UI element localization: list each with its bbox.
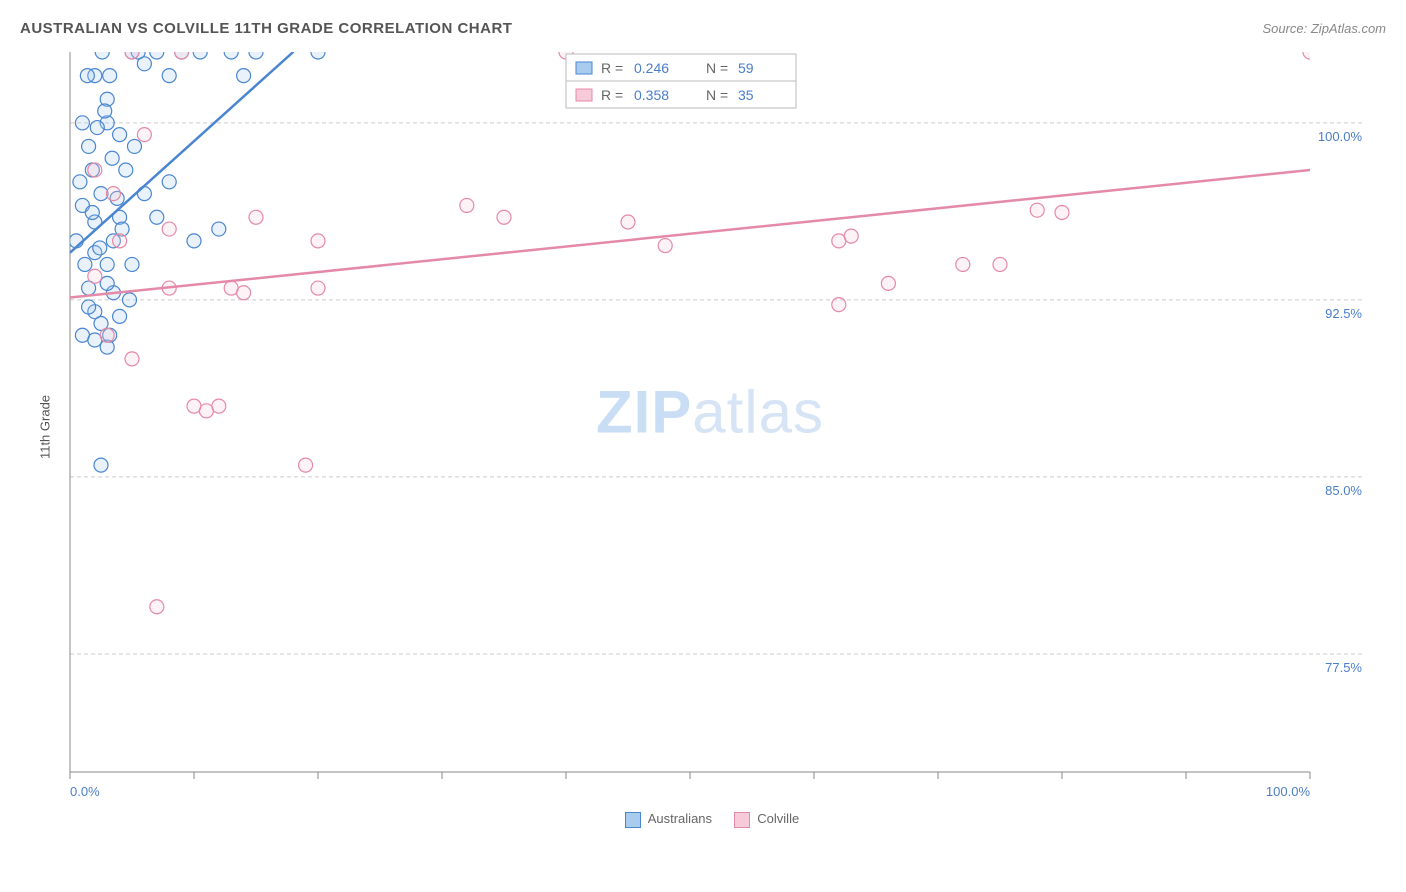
- svg-text:92.5%: 92.5%: [1325, 306, 1362, 321]
- y-axis-label: 11th Grade: [38, 395, 53, 459]
- legend-swatch-colville: [734, 812, 750, 828]
- svg-text:R =: R =: [601, 87, 623, 103]
- legend-label-australians: Australians: [648, 811, 712, 826]
- chart-svg: 77.5% 85.0% 92.5% 100.0% 0.0% 100.0% R = 0.246 N…: [60, 47, 1380, 807]
- svg-text:N =: N =: [706, 60, 728, 76]
- svg-text:N =: N =: [706, 87, 728, 103]
- svg-text:35: 35: [738, 87, 754, 103]
- footer-legend: Australians Colville: [20, 807, 1386, 828]
- svg-text:59: 59: [738, 60, 754, 76]
- svg-text:R =: R =: [601, 60, 623, 76]
- svg-text:0.358: 0.358: [634, 87, 669, 103]
- correlation-chart: AUSTRALIAN VS COLVILLE 11TH GRADE CORREL…: [20, 20, 1386, 872]
- svg-text:100.0%: 100.0%: [1266, 784, 1311, 799]
- svg-text:85.0%: 85.0%: [1325, 483, 1362, 498]
- svg-text:100.0%: 100.0%: [1318, 129, 1363, 144]
- svg-text:77.5%: 77.5%: [1325, 660, 1362, 675]
- title-row: AUSTRALIAN VS COLVILLE 11TH GRADE CORREL…: [20, 20, 1386, 47]
- source-label: Source: ZipAtlas.com: [1262, 21, 1386, 36]
- svg-text:0.246: 0.246: [634, 60, 669, 76]
- svg-text:0.0%: 0.0%: [70, 784, 100, 799]
- legend-label-colville: Colville: [757, 811, 799, 826]
- chart-title: AUSTRALIAN VS COLVILLE 11TH GRADE CORREL…: [20, 20, 512, 37]
- plot-area: 11th Grade 77.5%85.0%92.5%100.0%0.0%100.…: [60, 47, 1360, 807]
- legend-swatch-australians: [625, 812, 641, 828]
